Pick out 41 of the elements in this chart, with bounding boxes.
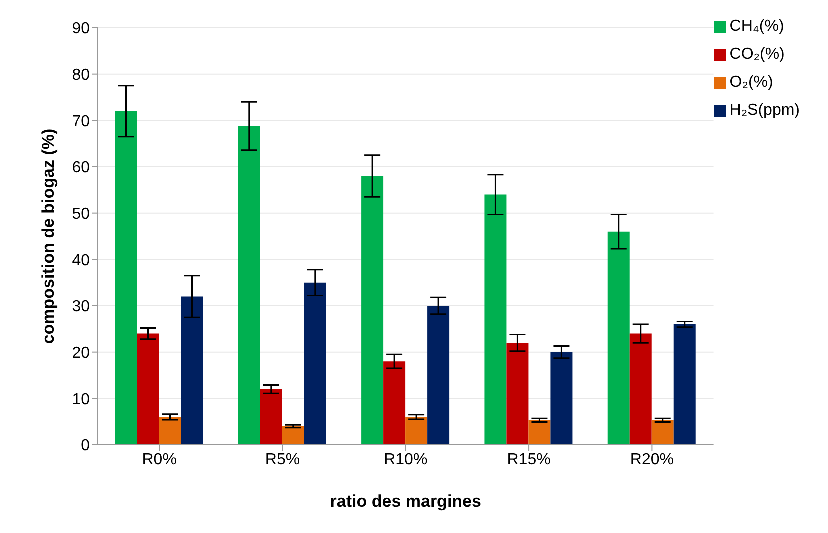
bar <box>674 324 696 445</box>
bar <box>652 420 674 445</box>
bar <box>384 362 406 445</box>
x-tick-label: R15% <box>507 451 551 468</box>
y-tick-label: 40 <box>72 252 90 270</box>
legend-label: CO₂(%) <box>730 46 785 63</box>
x-tick-label: R0% <box>142 451 177 468</box>
bar <box>484 194 507 445</box>
bar <box>630 334 652 445</box>
bar <box>159 417 182 445</box>
y-tick-label: 20 <box>72 345 90 362</box>
bar <box>608 232 630 445</box>
y-tick-label: 10 <box>72 391 90 408</box>
legend-label: O₂(%) <box>730 74 774 91</box>
bar <box>282 426 304 445</box>
bar <box>181 296 204 445</box>
bar <box>406 417 428 445</box>
bar <box>115 111 138 445</box>
bar <box>137 334 160 445</box>
y-tick-label: 30 <box>72 298 90 316</box>
y-tick-label: 0 <box>81 438 90 455</box>
y-axis-title: composition de biogaz (%) <box>39 128 58 344</box>
x-tick-label: R10% <box>384 451 428 468</box>
x-tick-label: R20% <box>630 451 674 468</box>
legend-label: CH₄(%) <box>730 18 784 35</box>
bar <box>304 282 326 445</box>
y-tick-label: 60 <box>72 160 90 177</box>
bar <box>238 126 260 445</box>
x-axis-title: ratio des margines <box>330 492 482 512</box>
y-tick-label: 70 <box>72 113 90 130</box>
legend-label: H₂S(ppm) <box>730 102 800 119</box>
bar <box>260 389 282 445</box>
bar <box>550 352 573 445</box>
x-tick-label: R5% <box>265 451 300 468</box>
bar <box>506 343 529 445</box>
bar <box>362 176 384 445</box>
y-tick-label: 80 <box>72 67 90 84</box>
bar <box>528 420 551 445</box>
y-tick-label: 90 <box>72 20 90 38</box>
bar <box>428 306 450 445</box>
y-tick-label: 50 <box>72 206 90 224</box>
